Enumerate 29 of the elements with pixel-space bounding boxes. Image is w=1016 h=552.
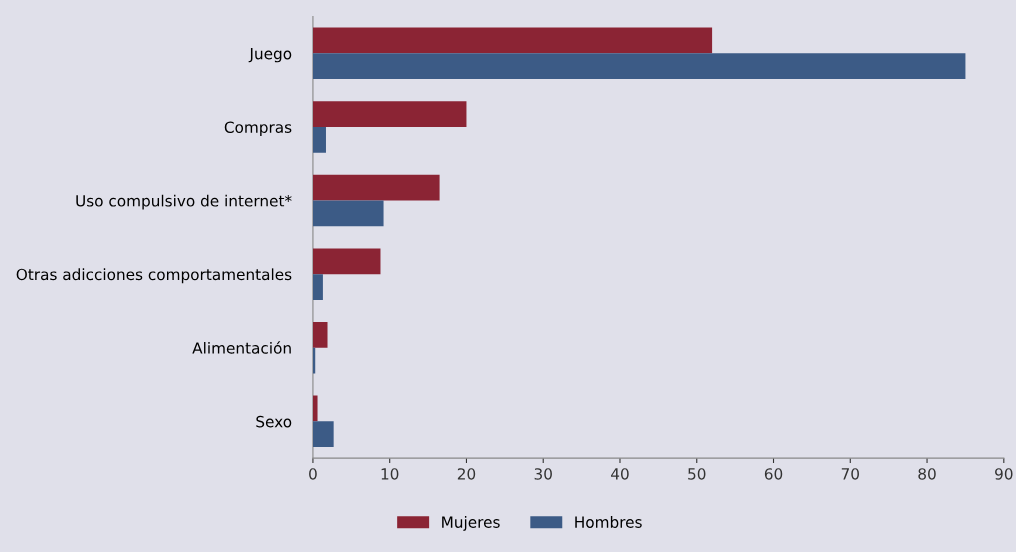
x-tick-label: 10 bbox=[381, 468, 399, 480]
bar bbox=[312, 200, 384, 227]
bar bbox=[312, 421, 334, 448]
x-tick-label: 60 bbox=[764, 468, 783, 480]
x-tick-label: 50 bbox=[688, 468, 706, 480]
bar bbox=[312, 126, 326, 153]
bar bbox=[312, 27, 713, 54]
bar bbox=[312, 395, 318, 422]
x-tick-label: 70 bbox=[841, 468, 859, 480]
x-tick-label: 0 bbox=[309, 468, 317, 480]
y-tick-label: Sexo bbox=[256, 415, 292, 428]
y-tick-label: Juego bbox=[248, 48, 292, 63]
x-tick-label: 90 bbox=[995, 468, 1013, 480]
bar bbox=[312, 53, 966, 80]
x-tick-label: 20 bbox=[457, 468, 476, 480]
y-tick-label: Alimentación bbox=[192, 341, 291, 354]
legend-label: Mujeres bbox=[442, 516, 500, 531]
bar bbox=[312, 274, 323, 300]
bar bbox=[312, 101, 467, 127]
y-tick-label: Uso compulsivo de internet* bbox=[76, 194, 292, 210]
bar bbox=[312, 174, 440, 201]
x-tick-label: 30 bbox=[534, 468, 552, 480]
x-tick-label: 40 bbox=[611, 468, 629, 480]
bar bbox=[312, 322, 328, 348]
y-tick-label: Otras adicciones comportamentales bbox=[16, 268, 292, 284]
legend-label: Hombres bbox=[575, 516, 642, 528]
x-tick-label: 80 bbox=[918, 468, 936, 480]
bar bbox=[312, 248, 381, 275]
y-tick-label: Compras bbox=[224, 121, 292, 136]
